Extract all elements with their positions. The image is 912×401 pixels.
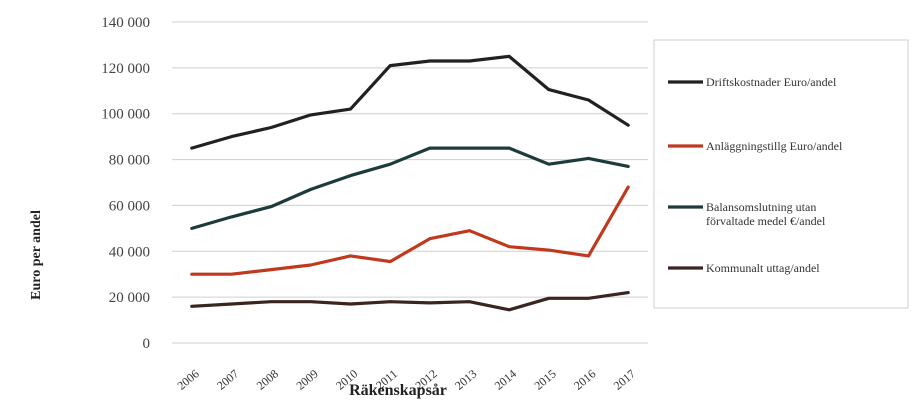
x-tick-label: 2014 — [492, 367, 519, 393]
legend-label: Kommunalt uttag/andel — [706, 261, 820, 275]
series-line-4 — [190, 291, 630, 312]
x-tick-label: 2016 — [571, 367, 598, 393]
x-tick-label: 2007 — [214, 367, 241, 393]
y-tick-label: 60 000 — [109, 198, 150, 214]
legend-label: Balansomslutning utan förvaltade medel €/… — [706, 200, 826, 228]
legend-label: Anläggningstillg Euro/andel — [706, 139, 843, 153]
series-line-2 — [190, 185, 630, 276]
x-tick-label: 2017 — [611, 367, 638, 393]
x-tick-label: 2015 — [531, 367, 558, 393]
series-line-1 — [190, 54, 630, 150]
gridlines — [172, 21, 648, 344]
series-lines — [190, 54, 630, 312]
x-tick-label: 2006 — [174, 367, 201, 393]
x-tick-label: 2013 — [452, 367, 479, 393]
y-axis-title: Euro per andel — [29, 210, 44, 300]
legend: Driftskostnader Euro/andel Anläggningstil… — [653, 39, 909, 309]
legend-box — [653, 39, 909, 309]
y-tick-label: 120 000 — [101, 61, 150, 77]
y-tick-label: 0 — [143, 336, 151, 352]
y-tick-label: 40 000 — [109, 244, 150, 260]
x-tick-label: 2008 — [254, 367, 281, 393]
legend-label: Driftskostnader Euro/andel — [706, 75, 837, 89]
y-tick-label: 20 000 — [109, 290, 150, 306]
x-tick-label: 2009 — [293, 367, 320, 393]
y-tick-label: 100 000 — [101, 107, 150, 123]
y-tick-label: 80 000 — [109, 153, 150, 169]
x-axis-title: Räkenskapsår — [349, 382, 447, 399]
y-tick-label: 140 000 — [101, 15, 150, 31]
series-line-3 — [190, 146, 630, 230]
y-axis-ticks: 0 20 000 40 000 60 000 80 000 100 000 120 000 1… — [101, 15, 150, 352]
